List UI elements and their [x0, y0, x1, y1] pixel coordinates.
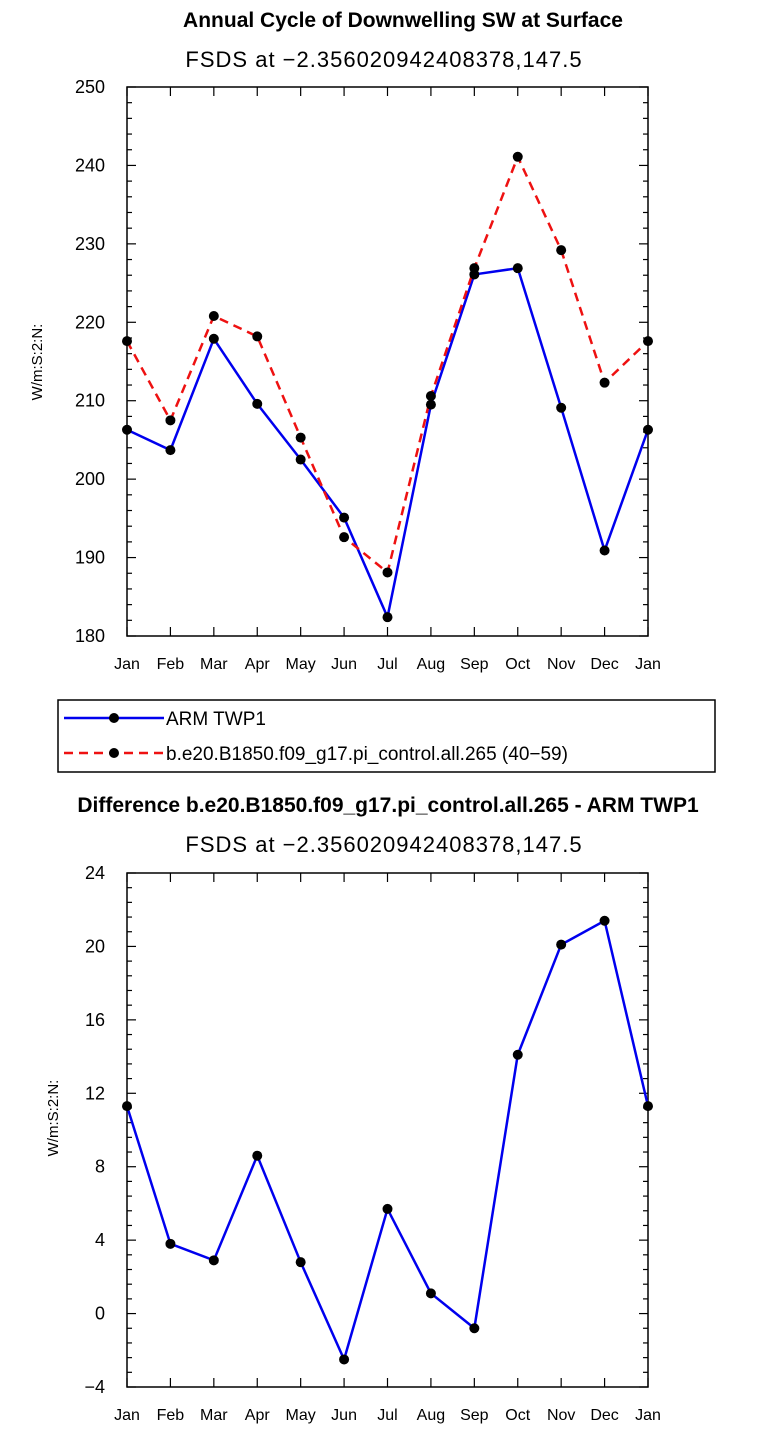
y-tick-label: 0	[95, 1304, 105, 1324]
x-tick-label: Mar	[200, 656, 228, 673]
legend-frame	[57, 699, 716, 773]
data-point-series-2	[599, 377, 610, 388]
chart-subtitle: FSDS at −2.356020942408378,147.5	[185, 832, 582, 857]
data-point-series-2	[643, 336, 653, 347]
x-tick-label: Jun	[331, 656, 357, 673]
x-tick-label: Jan	[635, 656, 661, 673]
data-point-series-1	[643, 424, 653, 435]
y-axis-label: W/m:S:2:N:	[29, 324, 46, 401]
x-tick-label: Sep	[460, 1407, 489, 1424]
x-tick-label: May	[286, 656, 316, 673]
data-point-series-1	[469, 1323, 480, 1334]
plot-frame	[126, 872, 649, 1388]
chart-subtitle: FSDS at −2.356020942408378,147.5	[185, 47, 582, 72]
legend-marker-series-1	[109, 713, 119, 723]
x-tick-label: May	[286, 1407, 316, 1424]
x-tick-label: Apr	[245, 1407, 271, 1424]
x-tick-label: Dec	[590, 1407, 618, 1424]
x-tick-label: Dec	[590, 656, 618, 673]
x-tick-label: Apr	[245, 656, 271, 673]
data-point-series-1	[425, 1288, 436, 1299]
data-point-series-1	[556, 939, 567, 950]
x-tick-label: Oct	[505, 656, 530, 673]
data-point-series-1	[208, 333, 219, 344]
data-point-series-1	[382, 612, 393, 623]
y-tick-label: 240	[75, 155, 105, 175]
x-tick-label: Nov	[547, 656, 575, 673]
data-point-series-2	[469, 263, 480, 274]
x-tick-label: Mar	[200, 1407, 228, 1424]
data-point-series-2	[295, 432, 306, 443]
x-tick-label: Jun	[331, 1407, 357, 1424]
data-point-series-1	[643, 1101, 653, 1112]
data-point-series-1	[382, 1203, 393, 1214]
data-point-series-2	[512, 151, 523, 162]
data-point-series-1	[425, 399, 436, 410]
x-tick-label: Feb	[157, 1407, 185, 1424]
data-point-series-1	[295, 454, 306, 465]
data-point-series-1	[122, 424, 132, 435]
y-tick-label: 20	[85, 936, 105, 956]
data-point-series-2	[339, 532, 350, 543]
series-line-1	[126, 266, 650, 622]
data-point-series-1	[165, 445, 176, 456]
annual-cycle-chart: Annual Cycle of Downwelling SW at Surfac…	[29, 9, 661, 673]
legend: ARM TWP1 b.e20.B1850.f09_g17.pi_control.…	[57, 699, 716, 773]
data-point-series-2	[122, 336, 132, 347]
x-tick-label: Jul	[377, 656, 397, 673]
y-tick-label: 8	[95, 1157, 105, 1177]
legend-label-series-1: ARM TWP1	[166, 709, 266, 730]
data-point-series-2	[382, 567, 393, 578]
x-tick-label: Jan	[114, 656, 140, 673]
data-point-series-2	[208, 311, 219, 322]
data-point-series-2	[425, 391, 436, 402]
y-tick-label: −4	[84, 1377, 105, 1397]
data-point-series-2	[165, 415, 176, 426]
chart-title: Difference b.e20.B1850.f09_g17.pi_contro…	[77, 794, 699, 817]
data-point-series-1	[252, 398, 263, 409]
data-point-series-1	[252, 1150, 263, 1161]
legend-marker-series-2	[109, 748, 119, 758]
chart-title: Annual Cycle of Downwelling SW at Surfac…	[183, 9, 623, 32]
x-tick-label: Jan	[635, 1407, 661, 1424]
y-tick-label: 220	[75, 312, 105, 332]
data-point-series-1	[165, 1238, 176, 1249]
data-point-series-1	[512, 1049, 523, 1060]
y-tick-label: 24	[85, 863, 105, 883]
data-point-series-1	[512, 263, 523, 274]
x-tick-label: Sep	[460, 656, 489, 673]
y-axis-label: W/m:S:2:N:	[45, 1080, 62, 1157]
series-line-1	[125, 918, 650, 1364]
x-tick-label: Aug	[417, 1407, 445, 1424]
data-point-series-1	[122, 1101, 132, 1112]
difference-chart: Difference b.e20.B1850.f09_g17.pi_contro…	[45, 794, 699, 1424]
x-tick-label: Jan	[114, 1407, 140, 1424]
y-tick-label: 16	[85, 1010, 105, 1030]
x-tick-label: Aug	[417, 656, 445, 673]
data-point-series-1	[339, 1354, 350, 1365]
y-tick-label: 4	[95, 1230, 105, 1250]
legend-label-series-2: b.e20.B1850.f09_g17.pi_control.all.265 (…	[166, 744, 568, 765]
x-tick-label: Nov	[547, 1407, 575, 1424]
y-tick-label: 12	[85, 1083, 105, 1103]
y-tick-label: 180	[75, 626, 105, 646]
y-tick-label: 200	[75, 469, 105, 489]
series-line-2	[125, 153, 649, 575]
y-tick-label: 210	[75, 391, 105, 411]
y-tick-label: 190	[75, 548, 105, 568]
y-tick-label: 230	[75, 234, 105, 254]
data-point-series-1	[599, 545, 610, 556]
data-point-series-1	[599, 915, 610, 926]
x-tick-label: Jul	[377, 1407, 397, 1424]
data-point-series-2	[252, 331, 263, 342]
data-point-series-1	[556, 402, 567, 413]
data-point-series-1	[295, 1257, 306, 1268]
x-tick-label: Oct	[505, 1407, 530, 1424]
data-point-series-1	[208, 1255, 219, 1266]
x-tick-label: Feb	[157, 656, 185, 673]
data-point-series-2	[556, 245, 567, 256]
data-point-series-1	[339, 512, 350, 523]
y-tick-label: 250	[75, 77, 105, 97]
